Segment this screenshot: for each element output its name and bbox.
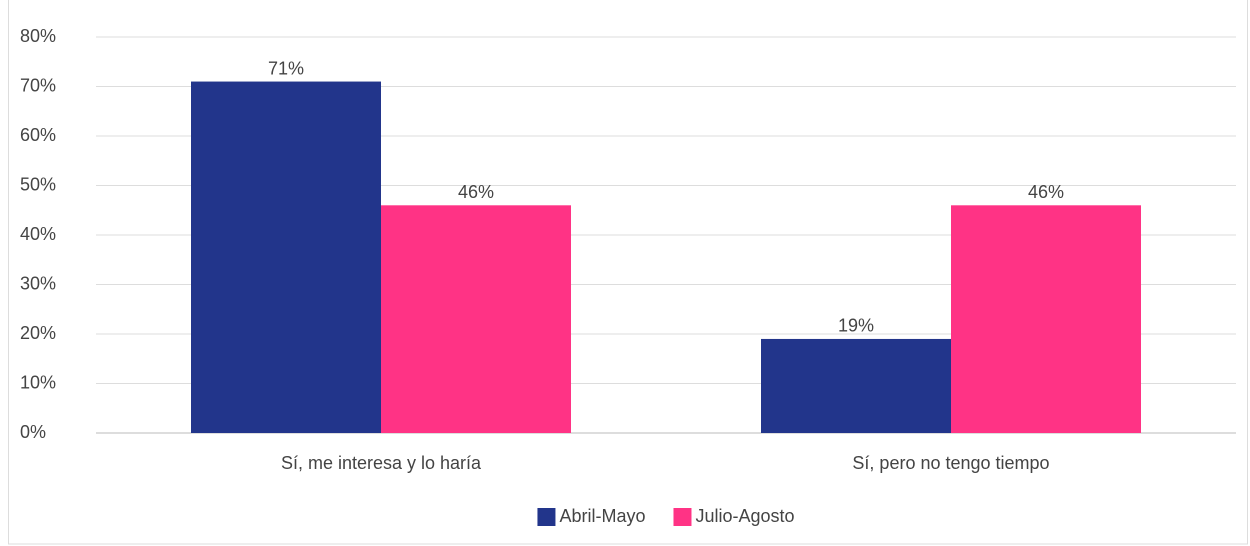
legend-swatch <box>537 508 556 526</box>
legend-label: Abril-Mayo <box>559 506 645 526</box>
bar <box>381 205 571 433</box>
data-label: 19% <box>838 316 874 336</box>
y-tick-label: 80% <box>20 26 56 46</box>
legend-swatch <box>673 508 692 526</box>
y-tick-label: 0% <box>20 422 46 442</box>
y-tick-label: 30% <box>20 273 56 293</box>
y-tick-label: 40% <box>20 224 56 244</box>
y-tick-label: 10% <box>20 372 56 392</box>
y-tick-label: 70% <box>20 75 56 95</box>
legend-label: Julio-Agosto <box>695 506 794 526</box>
x-tick-label: Sí, pero no tengo tiempo <box>852 453 1049 473</box>
bar <box>951 205 1141 433</box>
y-tick-label: 20% <box>20 323 56 343</box>
data-label: 46% <box>458 182 494 202</box>
data-label: 71% <box>268 58 304 78</box>
y-tick-label: 50% <box>20 174 56 194</box>
y-tick-label: 60% <box>20 125 56 145</box>
bar <box>191 81 381 434</box>
data-label: 46% <box>1028 182 1064 202</box>
x-tick-label: Sí, me interesa y lo haría <box>281 453 482 473</box>
bar <box>761 338 951 433</box>
